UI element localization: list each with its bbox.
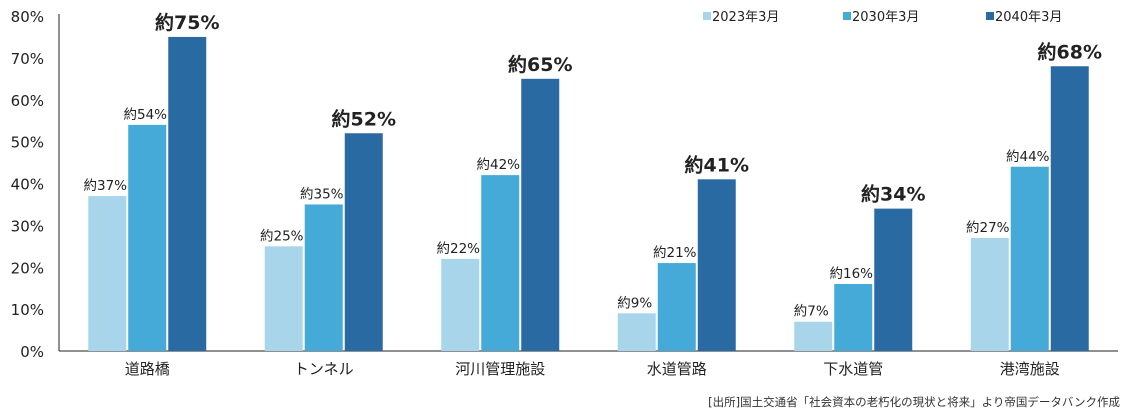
y-tick-label: 70%	[11, 50, 44, 68]
source-note: [出所]国土交通省「社会資本の老朽化の現状と将来」より帝国データバンク作成	[708, 395, 1120, 409]
data-label: 約35%	[300, 186, 344, 202]
data-label: 約16%	[829, 266, 873, 282]
legend-label: 2040年3月	[995, 10, 1062, 25]
y-tick-label: 20%	[11, 259, 44, 277]
x-tick-label: 河川管理施設	[455, 360, 545, 378]
bar	[521, 78, 560, 351]
data-label: 約75%	[155, 11, 219, 34]
data-label: 約25%	[260, 228, 304, 244]
data-label: 約65%	[508, 53, 572, 76]
bar	[1050, 66, 1089, 351]
bar	[697, 179, 736, 351]
data-label: 約41%	[685, 153, 749, 176]
data-label: 約34%	[861, 183, 925, 206]
bar	[441, 258, 480, 351]
bar	[128, 124, 167, 351]
bar	[1010, 166, 1049, 351]
data-label: 約22%	[436, 241, 480, 257]
bar	[970, 237, 1009, 351]
bar	[304, 204, 343, 351]
bar	[168, 36, 207, 351]
bar	[264, 246, 303, 351]
data-label: 約9%	[617, 295, 652, 311]
y-tick-label: 80%	[11, 8, 44, 26]
bar	[88, 196, 127, 351]
bar	[834, 284, 873, 351]
x-tick-label: 港湾施設	[1000, 360, 1060, 378]
data-label: 約37%	[83, 178, 127, 194]
x-tick-label: 水道管路	[647, 360, 707, 378]
data-label: 約44%	[1006, 149, 1050, 165]
y-tick-label: 40%	[11, 176, 44, 194]
x-tick-label: 道路橋	[125, 360, 170, 378]
legend-label: 2030年3月	[852, 10, 919, 25]
y-tick-label: 0%	[20, 343, 44, 361]
y-tick-label: 50%	[11, 134, 44, 152]
data-label: 約52%	[332, 107, 396, 130]
legend-swatch	[703, 12, 711, 20]
bar	[617, 313, 656, 351]
bar	[344, 133, 383, 351]
bar	[874, 208, 913, 351]
y-tick-label: 60%	[11, 92, 44, 110]
legend-swatch	[843, 12, 851, 20]
data-label: 約54%	[123, 107, 167, 123]
y-tick-label: 10%	[11, 301, 44, 319]
data-label: 約42%	[476, 157, 520, 173]
data-label: 約21%	[653, 245, 697, 261]
data-label: 約27%	[966, 220, 1010, 236]
x-tick-label: 下水道管	[823, 360, 883, 378]
bar	[794, 321, 833, 351]
legend-swatch	[986, 12, 994, 20]
x-tick-label: トンネル	[294, 360, 354, 378]
y-tick-label: 30%	[11, 217, 44, 235]
bar	[657, 263, 696, 351]
data-label: 約68%	[1038, 40, 1102, 63]
data-label: 約7%	[794, 304, 829, 320]
bar	[481, 175, 520, 351]
legend-label: 2023年3月	[712, 10, 779, 25]
